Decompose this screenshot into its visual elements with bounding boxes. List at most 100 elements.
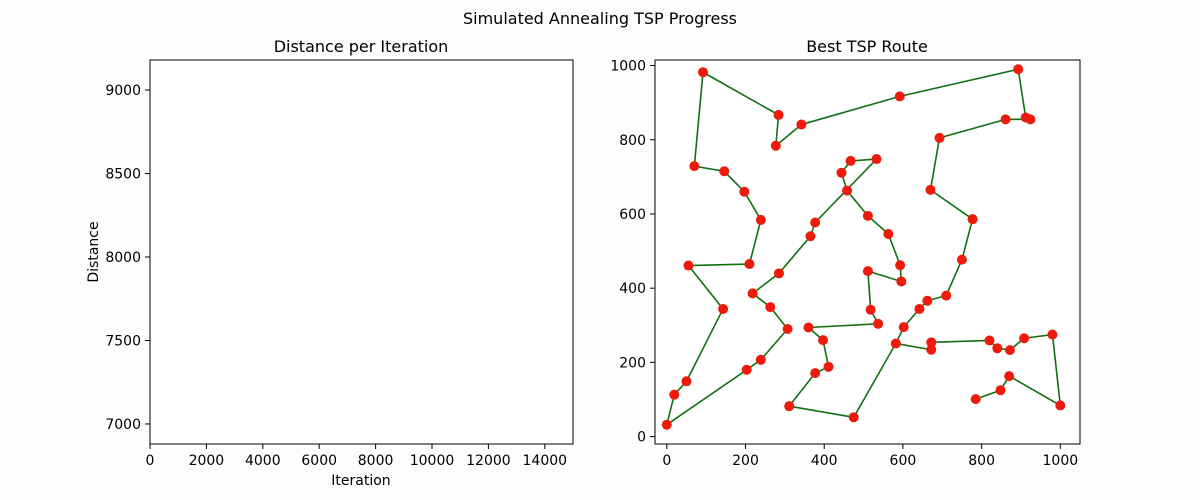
city-point [1019, 333, 1030, 344]
distance-plot-y-tick-label: 9000 [105, 83, 141, 99]
route-segment [899, 68, 1019, 98]
city-point [1025, 114, 1036, 125]
city-point [1047, 329, 1058, 340]
route-segment [743, 191, 762, 221]
city-point [967, 214, 978, 225]
city-point [689, 161, 700, 172]
city-point [845, 155, 856, 166]
route-plot-x-tick-label: 0 [662, 453, 671, 469]
route-plot-y-tick-label: 0 [637, 430, 646, 446]
city-point [862, 210, 873, 221]
city-point [970, 394, 981, 405]
city-point [755, 354, 766, 365]
route-segment [887, 233, 901, 266]
city-point [862, 266, 873, 277]
city-point [995, 385, 1006, 396]
distance-plot-x-ticks: 0 2000 4000 6000 8000 10000 12000 14000 [146, 444, 568, 469]
distance-plot-y-tick-label: 8500 [105, 167, 141, 183]
distance-plot-x-tick-label: 0 [146, 453, 155, 469]
distance-plot-y-tick-label: 7000 [105, 417, 141, 433]
city-point [741, 364, 752, 375]
city-point [895, 260, 906, 271]
city-point [810, 217, 821, 228]
city-point [773, 109, 784, 120]
city-point [698, 67, 709, 78]
city-point [681, 376, 692, 387]
distance-plot-y-ticks: 7000 7500 8000 8500 9000 [105, 83, 150, 433]
route-segment [931, 339, 990, 344]
route-segment [945, 259, 963, 296]
city-point [669, 389, 680, 400]
route-segment [748, 219, 762, 265]
route-segment [939, 118, 1006, 139]
route-segment [846, 190, 869, 217]
city-point [873, 318, 884, 329]
route-segment [867, 270, 902, 283]
distance-plot-x-tick-label: 6000 [301, 453, 337, 469]
route-plot: Best TSP Route 0 200 400 600 800 1000 0 200 400… [610, 37, 1081, 469]
distance-plot: Distance per Iteration 0 2000 4000 6000 8000… [86, 37, 574, 489]
figure-suptitle: Simulated Annealing TSP Progress [463, 9, 737, 28]
distance-plot-title: Distance per Iteration [274, 37, 449, 56]
route-segment [687, 265, 724, 310]
distance-plot-x-tick-label: 14000 [523, 453, 568, 469]
route-segment [694, 165, 725, 173]
city-point [765, 302, 776, 313]
city-point [890, 338, 901, 349]
route-plot-x-tick-label: 200 [732, 453, 759, 469]
city-point [805, 231, 816, 242]
city-point [755, 214, 766, 225]
city-point [1004, 371, 1015, 382]
route-segment [688, 263, 750, 267]
city-point [992, 343, 1003, 354]
city-point [871, 154, 882, 165]
city-point [984, 335, 995, 346]
route-segment [1008, 375, 1061, 407]
route-segment [752, 272, 780, 295]
route-plot-y-tick-label: 200 [619, 355, 646, 371]
city-point [818, 335, 829, 346]
route-segment [788, 372, 816, 407]
city-point [810, 368, 821, 379]
city-point [782, 323, 793, 334]
city-point [1000, 114, 1011, 125]
city-point [1013, 64, 1024, 75]
distance-plot-y-tick-label: 7500 [105, 333, 141, 349]
distance-plot-x-tick-label: 10000 [410, 453, 455, 469]
route-plot-y-tick-label: 800 [619, 133, 646, 149]
route-segment [801, 95, 900, 126]
city-point [848, 412, 859, 423]
city-point [718, 303, 729, 314]
route-plot-frame [654, 59, 1081, 445]
city-point [842, 185, 853, 196]
distance-plot-x-tick-label: 12000 [466, 453, 511, 469]
route-segment [853, 343, 897, 418]
distance-plot-frame [149, 59, 574, 445]
distance-plot-y-tick-label: 8000 [105, 250, 141, 266]
city-point [894, 91, 905, 102]
route-plot-y-ticks: 0 200 400 600 800 1000 [610, 59, 655, 446]
city-point [934, 132, 945, 143]
route-segment [778, 235, 812, 274]
city-point [926, 344, 937, 355]
city-point [739, 186, 750, 197]
city-point [898, 322, 909, 333]
route-plot-y-tick-label: 400 [619, 281, 646, 297]
city-point [925, 184, 936, 195]
distance-plot-x-label: Iteration [331, 473, 390, 489]
route-plot-x-tick-label: 1000 [1043, 453, 1079, 469]
city-point [941, 290, 952, 301]
route-segment [775, 114, 780, 146]
distance-plot-x-tick-label: 8000 [358, 453, 394, 469]
route-segment [1051, 334, 1062, 406]
route-segment [1017, 69, 1027, 118]
route-segment [693, 72, 704, 167]
route-segment [929, 137, 941, 190]
distance-plot-x-tick-label: 4000 [245, 453, 281, 469]
city-point [922, 295, 933, 306]
city-point [883, 229, 894, 240]
route-segment [666, 369, 748, 426]
city-point [744, 259, 755, 270]
city-point [796, 119, 807, 130]
route-segment [961, 218, 974, 260]
